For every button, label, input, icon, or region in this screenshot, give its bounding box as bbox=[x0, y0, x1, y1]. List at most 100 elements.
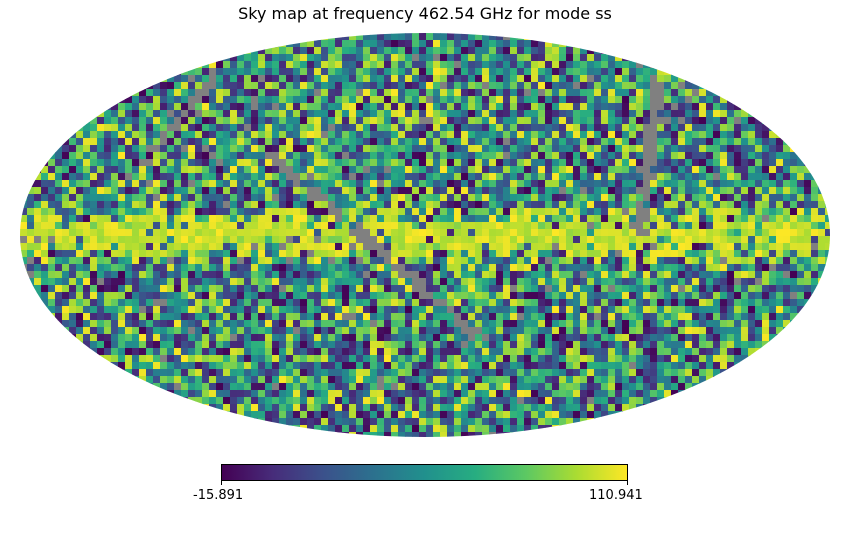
map-pixel bbox=[447, 40, 455, 48]
map-pixel bbox=[272, 306, 280, 314]
map-pixel bbox=[685, 341, 693, 349]
map-pixel bbox=[601, 362, 609, 370]
map-pixel bbox=[454, 117, 462, 125]
map-pixel bbox=[335, 208, 343, 216]
map-pixel bbox=[573, 355, 581, 363]
map-pixel bbox=[83, 124, 91, 132]
map-pixel bbox=[587, 152, 595, 160]
map-pixel bbox=[482, 376, 490, 384]
map-pixel bbox=[825, 187, 830, 195]
map-pixel bbox=[475, 271, 483, 279]
map-pixel bbox=[538, 173, 546, 181]
map-pixel bbox=[811, 271, 819, 279]
map-pixel bbox=[720, 187, 728, 195]
map-pixel bbox=[34, 250, 42, 258]
map-pixel bbox=[622, 89, 630, 97]
map-pixel bbox=[370, 152, 378, 160]
map-pixel bbox=[503, 285, 511, 293]
map-pixel bbox=[251, 264, 259, 272]
map-pixel bbox=[573, 75, 581, 83]
map-pixel bbox=[300, 187, 308, 195]
map-pixel bbox=[685, 320, 693, 328]
map-pixel bbox=[328, 152, 336, 160]
map-pixel bbox=[272, 257, 280, 265]
map-pixel bbox=[69, 313, 77, 321]
map-pixel bbox=[426, 124, 434, 132]
map-pixel bbox=[727, 187, 735, 195]
map-pixel bbox=[230, 194, 238, 202]
map-pixel bbox=[573, 208, 581, 216]
map-pixel bbox=[181, 285, 189, 293]
map-pixel bbox=[468, 75, 476, 83]
map-pixel bbox=[524, 33, 532, 41]
map-pixel bbox=[818, 236, 826, 244]
map-pixel bbox=[531, 47, 539, 55]
map-pixel bbox=[279, 369, 287, 377]
map-pixel bbox=[272, 208, 280, 216]
map-pixel bbox=[510, 187, 518, 195]
map-pixel bbox=[139, 362, 147, 370]
map-pixel bbox=[531, 222, 539, 230]
map-pixel bbox=[244, 187, 252, 195]
map-pixel bbox=[699, 138, 707, 146]
map-pixel bbox=[139, 110, 147, 118]
map-pixel bbox=[727, 229, 735, 237]
map-pixel bbox=[202, 215, 210, 223]
map-pixel bbox=[125, 320, 133, 328]
map-pixel bbox=[419, 229, 427, 237]
map-pixel bbox=[223, 54, 231, 62]
map-pixel bbox=[48, 313, 56, 321]
map-pixel bbox=[636, 208, 644, 216]
map-pixel bbox=[720, 355, 728, 363]
map-pixel bbox=[272, 117, 280, 125]
map-pixel bbox=[83, 243, 91, 251]
map-pixel bbox=[440, 369, 448, 377]
map-pixel bbox=[769, 313, 777, 321]
map-pixel bbox=[440, 110, 448, 118]
map-pixel bbox=[356, 250, 364, 258]
map-pixel bbox=[468, 152, 476, 160]
map-pixel bbox=[818, 180, 826, 188]
map-pixel bbox=[461, 33, 469, 41]
map-pixel bbox=[272, 201, 280, 209]
map-pixel bbox=[587, 257, 595, 265]
map-pixel bbox=[370, 313, 378, 321]
map-pixel bbox=[762, 271, 770, 279]
map-pixel bbox=[314, 54, 322, 62]
map-pixel bbox=[587, 89, 595, 97]
map-pixel bbox=[741, 201, 749, 209]
map-pixel bbox=[517, 327, 525, 335]
map-pixel bbox=[314, 33, 322, 41]
map-pixel bbox=[139, 236, 147, 244]
map-pixel bbox=[335, 299, 343, 307]
map-pixel bbox=[447, 299, 455, 307]
map-pixel bbox=[489, 187, 497, 195]
map-pixel bbox=[734, 334, 742, 342]
map-pixel bbox=[48, 285, 56, 293]
map-pixel bbox=[328, 117, 336, 125]
map-pixel bbox=[209, 194, 217, 202]
map-pixel bbox=[391, 180, 399, 188]
map-pixel bbox=[468, 376, 476, 384]
map-pixel bbox=[496, 362, 504, 370]
map-pixel bbox=[608, 320, 616, 328]
map-pixel bbox=[174, 264, 182, 272]
map-pixel bbox=[748, 117, 756, 125]
map-pixel bbox=[601, 334, 609, 342]
map-pixel bbox=[713, 110, 721, 118]
map-pixel bbox=[692, 250, 700, 258]
map-pixel bbox=[475, 180, 483, 188]
map-pixel bbox=[622, 103, 630, 111]
map-pixel bbox=[153, 96, 161, 104]
map-pixel bbox=[713, 257, 721, 265]
map-pixel bbox=[286, 194, 294, 202]
map-pixel bbox=[83, 173, 91, 181]
map-pixel bbox=[559, 348, 567, 356]
map-pixel bbox=[202, 299, 210, 307]
map-pixel bbox=[580, 180, 588, 188]
map-pixel bbox=[90, 208, 98, 216]
map-pixel bbox=[419, 376, 427, 384]
map-pixel bbox=[454, 271, 462, 279]
map-pixel bbox=[489, 250, 497, 258]
map-pixel bbox=[475, 264, 483, 272]
